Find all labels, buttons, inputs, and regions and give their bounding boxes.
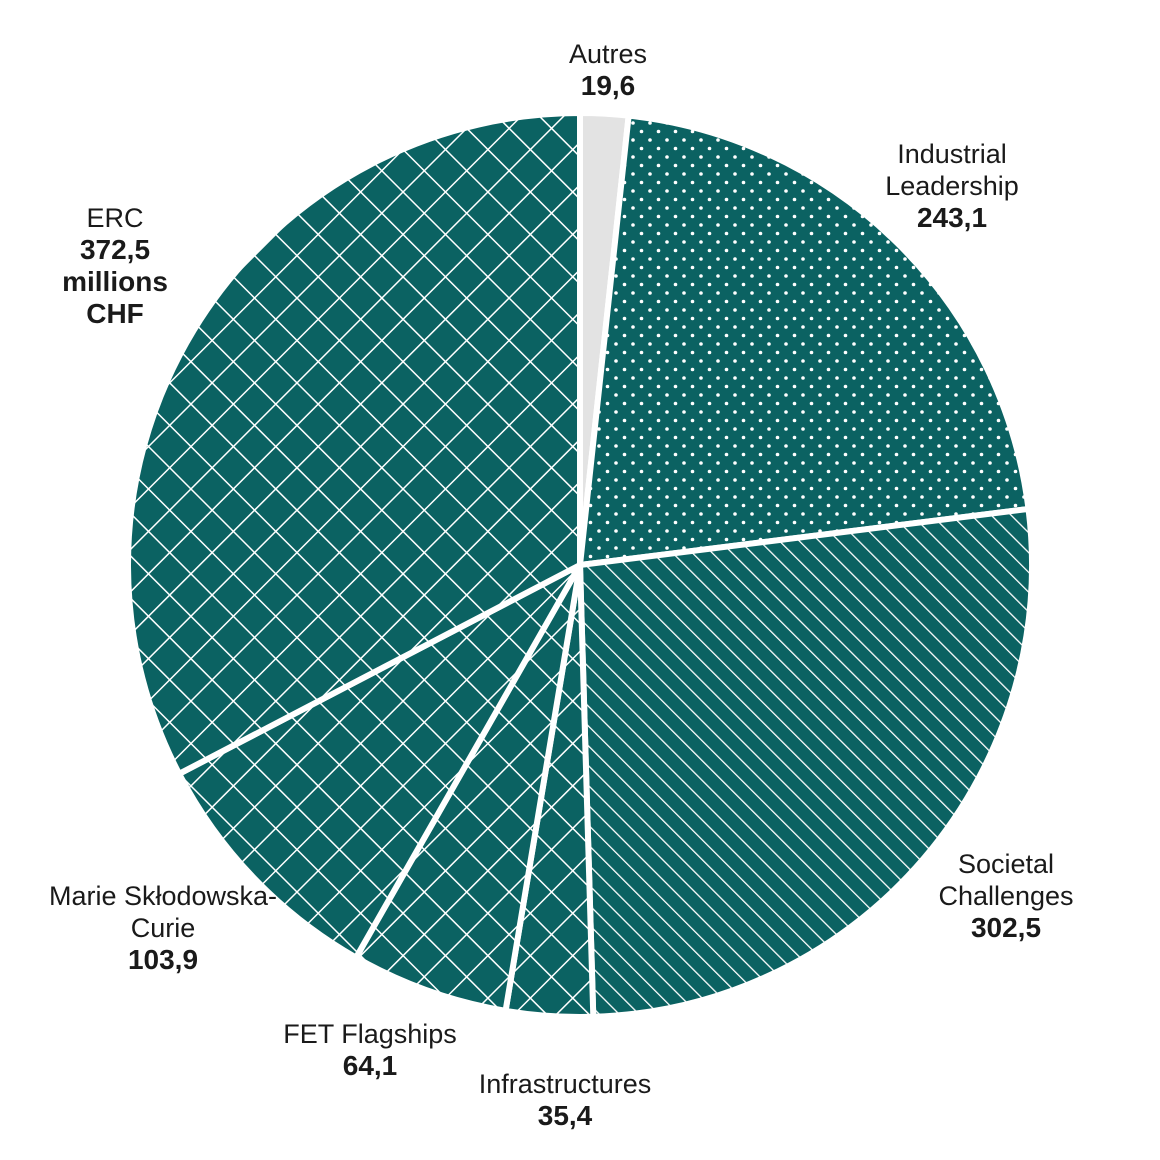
label-infra: Infrastructures 35,4 — [452, 1068, 678, 1132]
label-marie: Marie Skłodowska-Curie 103,9 — [28, 880, 298, 976]
label-autres: Autres 19,6 — [520, 38, 696, 102]
slice-value-infra: 35,4 — [537, 1100, 593, 1131]
slice-unit-erc: millions CHF — [62, 266, 168, 329]
slice-name-autres: Autres — [568, 39, 648, 69]
slice-name-fet: FET Flagships — [283, 1019, 457, 1049]
slice-value-marie: 103,9 — [127, 944, 199, 975]
slice-name-societal: Societal Challenges — [938, 849, 1074, 911]
slice-name-marie: Marie Skłodowska-Curie — [48, 881, 278, 943]
pie-slice-marie — [176, 562, 583, 961]
pie-slice-fet — [353, 562, 583, 1014]
label-societal: Societal Challenges 302,5 — [918, 848, 1094, 944]
slice-value-autres: 19,6 — [580, 70, 636, 101]
pie-slice-societal — [577, 505, 1035, 1020]
slice-name-industrial: Industrial Leadership — [885, 139, 1019, 201]
label-fet: FET Flagships 64,1 — [270, 1018, 470, 1082]
slice-name-infra: Infrastructures — [478, 1069, 652, 1099]
slice-name-erc: ERC — [86, 203, 144, 233]
pie-slice-industrial — [577, 112, 1032, 568]
slice-value-erc: 372,5 — [79, 234, 151, 265]
pie-slice-erc — [125, 110, 583, 777]
slice-value-societal: 302,5 — [970, 912, 1042, 943]
slice-value-fet: 64,1 — [342, 1050, 398, 1081]
slice-value-industrial: 243,1 — [916, 202, 988, 233]
label-erc: ERC 372,5 millions CHF — [40, 202, 190, 330]
label-industrial: Industrial Leadership 243,1 — [862, 138, 1042, 234]
